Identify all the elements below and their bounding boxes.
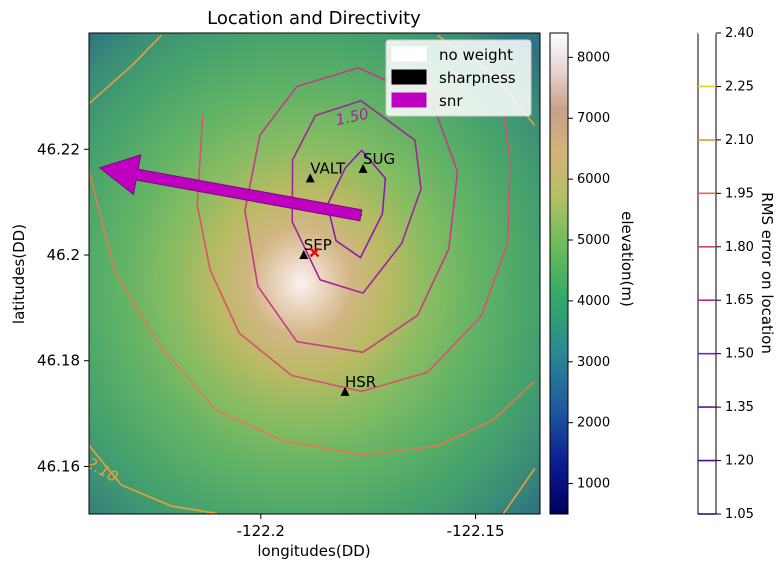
legend-label-no-weight: no weight [439, 46, 513, 64]
rms-contour-2.25 [89, 35, 162, 105]
rms-contour-2.1 [89, 168, 536, 456]
elevation-colorbar: 1000 2000 3000 4000 5000 6000 7000 8000 elevati… [549, 32, 636, 515]
y-tick-label: 46.16 [37, 457, 80, 475]
rms-colorbar: 1.05 1.20 1.35 1.50 1.65 1.80 1.95 2.10 2.25 2.40… [697, 26, 776, 522]
plot-frame [88, 32, 541, 515]
elevation-tick-label: 8000 [577, 50, 610, 65]
snr-directivity-arrow [98, 154, 363, 222]
elevation-tick-label: 3000 [577, 355, 610, 370]
rms-tick-label: 2.10 [725, 133, 754, 148]
elevation-tick-label: 2000 [577, 416, 610, 431]
rms-colorbar-ticks: 1.05 1.20 1.35 1.50 1.65 1.80 1.95 2.10 2.25 2.40 [698, 26, 754, 522]
elevation-tick-label: 7000 [577, 111, 610, 126]
y-tick-label: 46.18 [37, 352, 80, 370]
x-tick-label: -122.15 [447, 522, 505, 540]
station-label-hsr: HSR [345, 373, 376, 391]
rms-tick-label: 2.25 [725, 79, 754, 94]
station-marker-sep [299, 250, 309, 259]
rms-contour-1.5 [326, 149, 387, 259]
station-marker-valt [305, 173, 315, 183]
rms-tick-label: 1.95 [725, 186, 754, 201]
rms-contour-1.8 [244, 67, 459, 354]
rms-tick-label: 1.20 [725, 454, 754, 469]
rms-colorbar-label: RMS error on location [758, 192, 776, 354]
station-label-sep: SEP [304, 236, 332, 254]
legend: no weight sharpness snr [385, 39, 532, 117]
chart-title: Location and Directivity [207, 8, 421, 29]
elevation-tick-label: 4000 [577, 294, 610, 309]
legend-label-sharpness: sharpness [439, 69, 516, 87]
rms-tick-label: 1.80 [725, 240, 754, 255]
station-label-sug: SUG [363, 150, 395, 168]
elevation-tick-label: 1000 [577, 477, 610, 492]
legend-swatch-sharpness [391, 69, 427, 85]
elevation-tick-label: 6000 [577, 172, 610, 187]
legend-entries: no weight sharpness snr [391, 46, 516, 110]
elevation-colorbar-label: elevation(m) [618, 211, 636, 307]
y-axis-ticks: 46.16 46.18 46.2 46.22 [37, 140, 89, 475]
directivity-layer [98, 154, 363, 222]
rms-tick-label: 1.65 [725, 293, 754, 308]
station-label-valt: VALT [310, 159, 346, 177]
y-tick-label: 46.2 [47, 246, 80, 264]
elevation-colorbar-scale [549, 32, 569, 515]
rms-tick-label: 1.05 [725, 507, 754, 522]
rms-tick-label: 2.40 [725, 26, 754, 41]
rms-contour-1.65 [291, 99, 422, 295]
x-axis-label: longitudes(DD) [257, 542, 370, 560]
rms-tick-label: 1.35 [725, 400, 754, 415]
rms-contour-2.25 [89, 444, 218, 514]
rms-contour-2.25 [502, 468, 536, 514]
legend-swatch-no-weight [391, 46, 427, 62]
rms-tick-label: 1.50 [725, 347, 754, 362]
station-marker-sug [358, 163, 368, 173]
rms-contour-1.95 [196, 113, 511, 393]
x-axis-ticks: -122.2 -122.15 [237, 514, 505, 540]
station-marker-hsr [340, 386, 350, 396]
legend-swatch-snr [391, 92, 427, 108]
y-axis-label: latitudes(DD) [10, 224, 28, 324]
best-location-marker [309, 247, 320, 258]
stations-layer: VALT SUG SEP HSR [299, 150, 395, 396]
legend-label-snr: snr [439, 92, 463, 110]
elevation-tick-label: 5000 [577, 233, 610, 248]
rms-colorbar-scale [697, 32, 717, 515]
x-tick-label: -122.2 [237, 522, 285, 540]
y-tick-label: 46.22 [37, 140, 80, 158]
elevation-colorbar-ticks: 1000 2000 3000 4000 5000 6000 7000 8000 [568, 50, 610, 492]
